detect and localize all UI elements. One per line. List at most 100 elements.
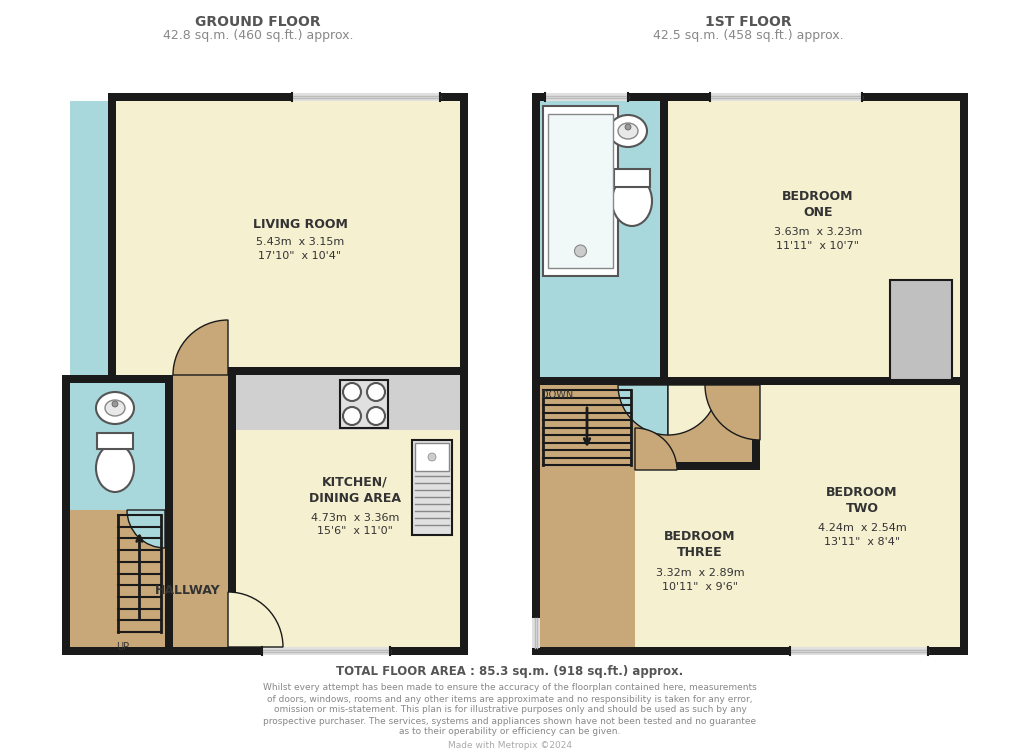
Text: omission or mis-statement. This plan is for illustrative purposes only and shoul: omission or mis-statement. This plan is … [273, 705, 746, 714]
Bar [235, 430, 460, 647]
Wedge shape [635, 428, 677, 470]
Ellipse shape [608, 115, 646, 147]
Wedge shape [173, 320, 228, 375]
Bar [70, 375, 165, 510]
Text: TOTAL FLOOR AREA : 85.3 sq.m. (918 sq.ft.) approx.: TOTAL FLOOR AREA : 85.3 sq.m. (918 sq.ft… [336, 666, 683, 678]
Text: BEDROOM
TWO: BEDROOM TWO [825, 486, 897, 514]
Text: as to their operability or efficiency can be given.: as to their operability or efficiency ca… [398, 727, 621, 736]
Text: 42.5 sq.m. (458 sq.ft.) approx.: 42.5 sq.m. (458 sq.ft.) approx. [652, 29, 843, 43]
Bar [228, 375, 460, 430]
Text: 5.43m  x 3.15m: 5.43m x 3.15m [256, 237, 343, 247]
Bar [70, 375, 173, 647]
Text: GROUND FLOOR: GROUND FLOOR [195, 15, 321, 29]
Bar [542, 106, 618, 276]
Bar [539, 385, 759, 647]
Bar [759, 385, 959, 647]
Bar [108, 647, 468, 655]
Bar [415, 443, 448, 471]
Bar [62, 647, 173, 655]
Text: prospective purchaser. The services, systems and appliances shown have not been : prospective purchaser. The services, sys… [263, 717, 756, 726]
Wedge shape [704, 385, 759, 440]
Text: 10'11"  x 9'6": 10'11" x 9'6" [661, 582, 738, 592]
Text: KITCHEN/
DINING AREA: KITCHEN/ DINING AREA [309, 475, 400, 505]
Bar [532, 93, 967, 101]
Bar [659, 93, 667, 385]
Circle shape [367, 407, 384, 425]
Bar [890, 280, 951, 380]
Text: 42.8 sq.m. (460 sq.ft.) approx.: 42.8 sq.m. (460 sq.ft.) approx. [163, 29, 353, 43]
Ellipse shape [611, 176, 651, 226]
Bar [116, 375, 228, 647]
Text: 13'11"  x 8'4": 13'11" x 8'4" [823, 537, 899, 547]
Wedge shape [228, 592, 282, 647]
Circle shape [342, 407, 361, 425]
Text: 17'10"  x 10'4": 17'10" x 10'4" [258, 251, 341, 261]
Bar [460, 93, 468, 655]
Wedge shape [127, 510, 165, 548]
Bar [62, 375, 70, 655]
Bar [544, 93, 628, 101]
Circle shape [367, 383, 384, 401]
Circle shape [574, 245, 586, 257]
Bar [108, 93, 468, 101]
Text: Whilst every attempt has been made to ensure the accuracy of the floorplan conta: Whilst every attempt has been made to en… [263, 684, 756, 693]
Bar [116, 101, 460, 375]
Bar [659, 377, 967, 385]
Bar [532, 647, 967, 655]
Bar [291, 93, 439, 101]
Bar [165, 375, 173, 655]
Text: Made with Metropix ©2024: Made with Metropix ©2024 [447, 741, 572, 750]
Text: BEDROOM
ONE: BEDROOM ONE [782, 190, 853, 220]
Bar [613, 169, 649, 187]
Text: HALLWAY: HALLWAY [155, 584, 220, 596]
Ellipse shape [618, 123, 637, 139]
Text: 11'11"  x 10'7": 11'11" x 10'7" [775, 241, 859, 251]
Bar [97, 433, 132, 449]
Bar [751, 385, 759, 655]
Text: 3.32m  x 2.89m: 3.32m x 2.89m [655, 568, 744, 578]
Circle shape [112, 401, 118, 407]
Bar [667, 101, 959, 385]
Bar [228, 367, 468, 375]
Text: 4.73m  x 3.36m: 4.73m x 3.36m [311, 513, 398, 523]
Wedge shape [667, 385, 717, 435]
Bar [532, 618, 539, 648]
Bar [228, 430, 460, 647]
Bar [116, 375, 228, 647]
Text: BEDROOM
THREE: BEDROOM THREE [663, 530, 735, 559]
Bar [339, 380, 387, 428]
Circle shape [428, 453, 435, 461]
Ellipse shape [105, 400, 125, 416]
Text: DOWN: DOWN [540, 390, 573, 400]
Bar [235, 375, 460, 430]
Bar [790, 647, 927, 655]
Bar [116, 101, 460, 375]
Text: UP: UP [116, 642, 129, 652]
Wedge shape [618, 385, 667, 435]
Bar [539, 377, 676, 385]
Text: LIVING ROOM: LIVING ROOM [253, 219, 347, 232]
Bar [959, 93, 967, 655]
Text: of doors, windows, rooms and any other items are approximate and no responsibili: of doors, windows, rooms and any other i… [267, 695, 752, 704]
Bar [108, 93, 116, 375]
Bar [635, 470, 759, 647]
Bar [547, 114, 612, 268]
Text: 15'6"  x 11'0": 15'6" x 11'0" [317, 526, 392, 536]
Bar [262, 647, 389, 655]
Circle shape [625, 124, 631, 130]
Text: 3.63m  x 3.23m: 3.63m x 3.23m [773, 227, 861, 237]
Bar [635, 462, 759, 470]
Text: 1ST FLOOR: 1ST FLOOR [704, 15, 791, 29]
Bar [228, 375, 235, 655]
Text: 4.24m  x 2.54m: 4.24m x 2.54m [817, 523, 906, 533]
Bar [70, 101, 165, 430]
Bar [709, 93, 861, 101]
Bar [62, 375, 165, 383]
Bar [890, 280, 951, 380]
Bar [412, 440, 451, 535]
Ellipse shape [96, 392, 133, 424]
Circle shape [342, 383, 361, 401]
Ellipse shape [96, 444, 133, 492]
Bar [532, 93, 539, 655]
Bar [539, 101, 667, 385]
